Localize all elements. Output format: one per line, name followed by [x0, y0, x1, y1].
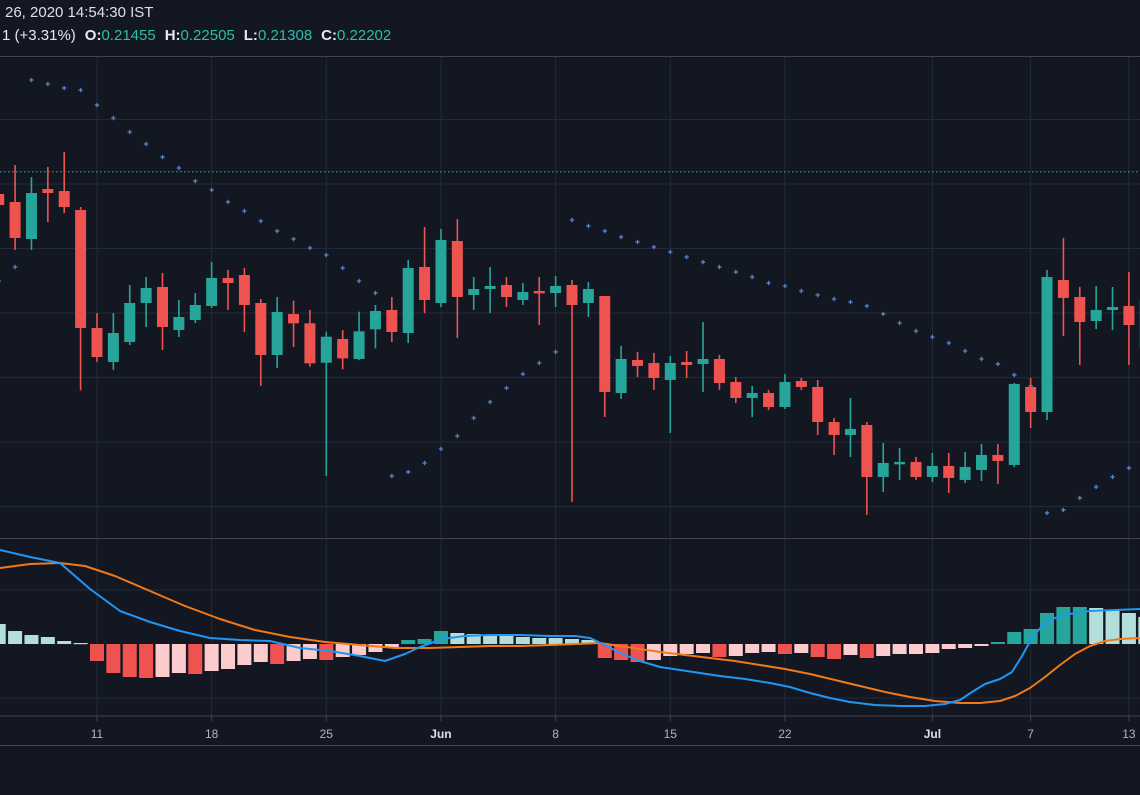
candle	[730, 376, 742, 403]
candle	[828, 418, 840, 455]
candle	[812, 379, 824, 435]
candle	[697, 322, 709, 392]
candle	[1074, 287, 1086, 365]
candle	[107, 313, 119, 370]
candle	[681, 350, 693, 378]
macd-line	[0, 549, 1140, 707]
candle	[648, 352, 660, 390]
candle	[1041, 269, 1053, 421]
candle	[0, 193, 5, 206]
candle	[664, 355, 676, 433]
x-axis-label[interactable]: Jul	[924, 727, 941, 741]
candle	[992, 443, 1004, 484]
candle	[304, 309, 316, 367]
candle	[566, 279, 578, 502]
x-axis-label[interactable]: 8	[552, 727, 559, 741]
candle	[58, 152, 70, 214]
x-axis-label[interactable]: 15	[664, 727, 678, 741]
candle	[746, 385, 758, 417]
candle	[288, 300, 300, 347]
candle	[419, 227, 431, 313]
candle	[910, 456, 922, 480]
candle	[1090, 285, 1102, 329]
x-axis-label[interactable]: Jun	[430, 727, 451, 741]
candle	[582, 281, 594, 317]
candle	[337, 330, 349, 370]
candle	[1025, 377, 1037, 429]
candle	[451, 219, 463, 338]
candle	[877, 442, 889, 492]
candle	[206, 261, 218, 308]
candle	[844, 397, 856, 457]
candle	[173, 299, 185, 337]
candle	[222, 269, 234, 310]
candle	[402, 259, 414, 343]
x-axis-label[interactable]: 22	[778, 727, 792, 741]
macd-signal-line	[0, 562, 1140, 704]
candle	[369, 305, 381, 349]
candle	[386, 297, 398, 342]
pane-separators[interactable]	[0, 56, 1140, 746]
candle	[140, 277, 152, 327]
candle	[468, 277, 480, 310]
candle	[533, 277, 545, 325]
candle	[25, 177, 37, 250]
candle	[599, 295, 611, 417]
candle	[91, 313, 103, 362]
candle	[484, 267, 496, 313]
candle	[42, 167, 54, 223]
macd-pane[interactable]	[0, 549, 1140, 707]
candle	[1107, 287, 1119, 330]
candle	[550, 275, 562, 308]
candle	[9, 165, 21, 250]
candles	[0, 152, 1140, 515]
candle	[926, 452, 938, 482]
x-axis-label[interactable]: 25	[320, 727, 334, 741]
candle	[517, 283, 529, 306]
candle	[124, 285, 136, 345]
candle	[976, 443, 987, 481]
candle	[255, 299, 267, 386]
candle	[75, 207, 87, 391]
price-pane[interactable]	[0, 77, 1140, 516]
candle	[779, 374, 791, 409]
candle	[157, 273, 168, 350]
candle	[861, 422, 873, 515]
candle	[763, 389, 775, 410]
candle	[238, 267, 250, 332]
x-axis-label[interactable]: 13	[1122, 727, 1136, 741]
macd-histogram	[0, 607, 1140, 678]
time-axis[interactable]: 11 18 25 Jun 8 15 22 Jul 7 13	[0, 715, 1140, 741]
candle	[713, 354, 725, 390]
candle	[943, 452, 955, 493]
candle	[615, 345, 627, 399]
candle	[500, 277, 512, 308]
candle	[894, 447, 906, 480]
candle	[189, 293, 201, 323]
candle	[320, 331, 332, 476]
x-axis-label[interactable]: 11	[91, 727, 104, 741]
candle	[959, 451, 971, 483]
x-axis-label[interactable]: 18	[205, 727, 219, 741]
candle	[632, 351, 644, 377]
candle	[435, 229, 447, 308]
candle	[353, 311, 365, 361]
candle	[271, 297, 283, 368]
candle	[1057, 237, 1069, 337]
x-axis-label[interactable]: 7	[1027, 727, 1034, 741]
parabolic-sar-dots	[0, 77, 1132, 516]
candle	[1123, 271, 1135, 365]
candle	[795, 377, 807, 390]
grid-lines	[0, 56, 1140, 716]
candle	[1008, 382, 1020, 467]
